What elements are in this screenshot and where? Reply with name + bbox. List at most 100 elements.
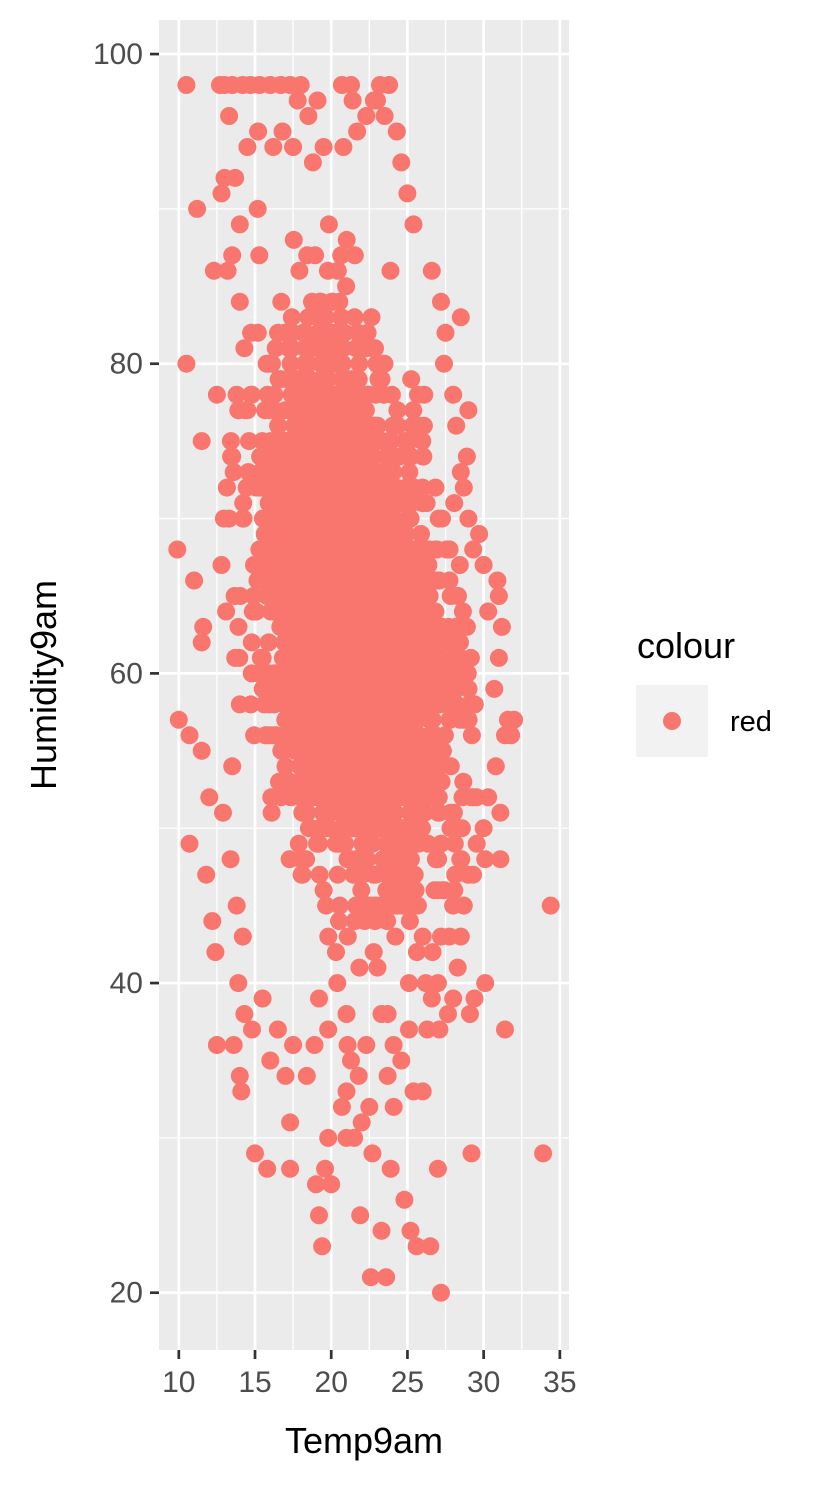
data-point bbox=[360, 1097, 379, 1116]
data-point bbox=[329, 354, 348, 373]
data-point bbox=[451, 648, 470, 667]
data-point bbox=[350, 710, 369, 729]
data-point bbox=[422, 989, 441, 1008]
data-point bbox=[462, 1144, 481, 1163]
data-point bbox=[372, 1221, 391, 1240]
data-point bbox=[301, 447, 320, 466]
data-point bbox=[345, 912, 364, 931]
data-point bbox=[322, 1175, 341, 1194]
data-point bbox=[253, 432, 272, 451]
data-point bbox=[465, 695, 484, 714]
data-point bbox=[358, 648, 377, 667]
data-point bbox=[380, 679, 399, 698]
x-tick-label: 30 bbox=[467, 1366, 500, 1399]
data-point bbox=[324, 540, 343, 559]
data-point bbox=[345, 1128, 364, 1147]
data-point bbox=[240, 432, 258, 451]
legend-title: colour bbox=[637, 625, 735, 666]
data-point bbox=[297, 416, 316, 435]
data-point bbox=[423, 943, 442, 962]
data-point bbox=[404, 803, 423, 822]
data-point bbox=[464, 540, 483, 559]
data-point bbox=[474, 556, 493, 574]
data-point bbox=[496, 1020, 514, 1039]
data-point bbox=[337, 741, 355, 760]
y-tick-label: 40 bbox=[110, 967, 143, 1000]
data-point bbox=[429, 881, 448, 900]
data-point bbox=[305, 1036, 324, 1054]
data-point bbox=[421, 1237, 440, 1256]
data-point bbox=[398, 509, 417, 528]
data-point bbox=[321, 447, 340, 466]
data-point bbox=[261, 463, 280, 482]
data-point bbox=[383, 587, 402, 605]
data-point bbox=[343, 788, 362, 807]
data-point bbox=[427, 850, 446, 869]
data-point bbox=[454, 478, 473, 497]
data-point bbox=[301, 695, 319, 714]
data-point bbox=[357, 339, 376, 358]
data-point bbox=[328, 261, 347, 280]
data-point bbox=[541, 896, 560, 915]
data-point bbox=[404, 215, 423, 234]
data-point bbox=[229, 974, 248, 993]
data-point bbox=[433, 741, 452, 760]
data-point bbox=[206, 943, 225, 962]
data-point bbox=[337, 230, 356, 249]
data-point bbox=[276, 447, 295, 466]
data-point bbox=[459, 679, 478, 698]
data-point bbox=[276, 1066, 295, 1085]
data-point bbox=[349, 695, 368, 714]
data-point bbox=[292, 850, 310, 869]
data-point bbox=[337, 525, 356, 543]
data-point bbox=[448, 958, 467, 977]
data-point bbox=[402, 617, 421, 636]
data-point bbox=[226, 168, 245, 187]
data-points bbox=[168, 76, 560, 1302]
data-point bbox=[285, 416, 304, 435]
data-point bbox=[275, 540, 294, 559]
data-point bbox=[409, 757, 428, 776]
y-axis: 20 40 60 80 100 bbox=[93, 38, 159, 1310]
data-point bbox=[333, 726, 352, 745]
data-point bbox=[403, 416, 422, 435]
data-point bbox=[380, 76, 399, 94]
data-point bbox=[321, 339, 340, 358]
data-point bbox=[377, 1268, 396, 1287]
data-point bbox=[454, 772, 473, 791]
data-point bbox=[429, 788, 448, 807]
data-point bbox=[384, 463, 403, 482]
data-point bbox=[381, 261, 400, 280]
data-point bbox=[297, 1066, 316, 1085]
data-point bbox=[332, 1097, 351, 1116]
data-point bbox=[317, 726, 336, 745]
data-point bbox=[299, 339, 318, 358]
data-point bbox=[338, 401, 357, 420]
data-point bbox=[272, 741, 291, 760]
legend: colour red bbox=[636, 625, 772, 757]
data-point bbox=[266, 339, 285, 358]
data-point bbox=[320, 695, 339, 714]
data-point bbox=[343, 416, 362, 435]
data-point bbox=[338, 927, 357, 946]
data-point bbox=[465, 989, 484, 1008]
data-point bbox=[393, 896, 412, 915]
data-point bbox=[361, 834, 380, 853]
data-point bbox=[488, 571, 507, 590]
data-point bbox=[391, 881, 410, 900]
data-point bbox=[314, 509, 333, 528]
data-point bbox=[233, 927, 252, 946]
data-point bbox=[347, 633, 366, 652]
data-point bbox=[342, 76, 360, 94]
data-point bbox=[413, 1082, 432, 1101]
data-point bbox=[427, 571, 446, 590]
data-point bbox=[291, 370, 309, 389]
data-point bbox=[401, 1221, 420, 1240]
data-point bbox=[450, 556, 469, 574]
data-point bbox=[344, 587, 363, 605]
y-tick-label: 80 bbox=[110, 348, 143, 381]
legend-item-label: red bbox=[730, 706, 772, 738]
data-point bbox=[426, 478, 445, 497]
data-point bbox=[272, 788, 290, 807]
